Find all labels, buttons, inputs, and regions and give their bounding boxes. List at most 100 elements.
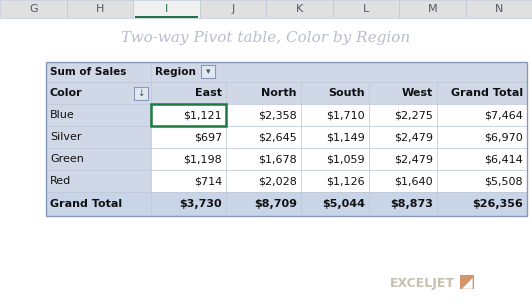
Text: $2,479: $2,479 [394, 132, 433, 142]
Bar [201, 65, 215, 78]
Bar [133, 0, 200, 18]
Bar [369, 82, 437, 104]
Text: South: South [328, 88, 365, 98]
Text: $5,508: $5,508 [484, 176, 523, 186]
Bar [226, 82, 301, 104]
Bar [226, 170, 301, 192]
Bar [46, 192, 151, 216]
Bar [226, 192, 301, 216]
Bar [151, 192, 226, 216]
Text: Silver: Silver [50, 132, 81, 142]
Text: $1,126: $1,126 [326, 176, 365, 186]
Bar [437, 82, 527, 104]
Bar [200, 0, 266, 18]
Text: $2,028: $2,028 [258, 176, 297, 186]
Text: $3,730: $3,730 [179, 199, 222, 209]
Bar [46, 104, 151, 126]
Text: $6,970: $6,970 [484, 132, 523, 142]
Text: $2,358: $2,358 [258, 110, 297, 120]
Bar [466, 0, 532, 18]
Text: ▾: ▾ [206, 67, 210, 76]
Bar [369, 104, 437, 126]
Text: Region: Region [155, 67, 196, 77]
Bar [134, 87, 148, 99]
Bar [46, 126, 151, 148]
Text: Grand Total: Grand Total [50, 199, 122, 209]
Text: EXCELJET: EXCELJET [390, 278, 455, 290]
Bar [46, 62, 527, 216]
Text: H: H [96, 4, 104, 14]
Bar [46, 82, 151, 104]
Text: $1,121: $1,121 [184, 110, 222, 120]
Text: Sum of Sales: Sum of Sales [50, 67, 127, 77]
Text: ◢: ◢ [462, 275, 472, 289]
Text: $1,198: $1,198 [183, 154, 222, 164]
Text: $697: $697 [194, 132, 222, 142]
Bar [437, 192, 527, 216]
Bar [151, 170, 226, 192]
Text: Blue: Blue [50, 110, 75, 120]
Bar [46, 170, 151, 192]
Text: $8,873: $8,873 [390, 199, 433, 209]
Text: $6,414: $6,414 [484, 154, 523, 164]
Text: $8,709: $8,709 [254, 199, 297, 209]
Bar [437, 104, 527, 126]
Text: Color: Color [50, 88, 82, 98]
Bar [226, 104, 301, 126]
Text: $7,464: $7,464 [484, 110, 523, 120]
Bar [151, 104, 226, 126]
Text: East: East [195, 88, 222, 98]
Text: J: J [231, 4, 235, 14]
Bar [226, 148, 301, 170]
Bar [369, 192, 437, 216]
Bar [46, 148, 151, 170]
Bar [135, 15, 197, 18]
Bar [437, 170, 527, 192]
Bar [301, 82, 369, 104]
Bar [369, 148, 437, 170]
Text: $1,059: $1,059 [326, 154, 365, 164]
Text: West: West [402, 88, 433, 98]
Text: $5,044: $5,044 [322, 199, 365, 209]
Text: I: I [164, 4, 168, 14]
Text: $1,710: $1,710 [326, 110, 365, 120]
Text: $26,356: $26,356 [472, 199, 523, 209]
Bar [301, 148, 369, 170]
Bar [301, 104, 369, 126]
Text: North: North [262, 88, 297, 98]
Bar [151, 82, 226, 104]
Text: $2,645: $2,645 [258, 132, 297, 142]
Bar [66, 0, 133, 18]
Bar [332, 0, 399, 18]
Bar [151, 126, 226, 148]
Bar [151, 148, 226, 170]
Text: $1,149: $1,149 [326, 132, 365, 142]
Text: $2,275: $2,275 [394, 110, 433, 120]
Bar [369, 126, 437, 148]
Bar [301, 192, 369, 216]
Text: G: G [29, 4, 38, 14]
Bar [266, 0, 332, 18]
Bar [301, 170, 369, 192]
Bar [437, 148, 527, 170]
Bar [151, 104, 226, 126]
Text: N: N [495, 4, 503, 14]
Text: K: K [296, 4, 303, 14]
Text: $2,479: $2,479 [394, 154, 433, 164]
Bar [226, 126, 301, 148]
Bar [369, 170, 437, 192]
Bar [46, 62, 151, 82]
Text: $1,678: $1,678 [258, 154, 297, 164]
Bar [46, 62, 527, 82]
Text: Two-way Pivot table, Color by Region: Two-way Pivot table, Color by Region [121, 31, 411, 45]
Bar [399, 0, 466, 18]
Bar [460, 275, 474, 289]
Bar [437, 126, 527, 148]
Text: $714: $714 [194, 176, 222, 186]
Bar [301, 126, 369, 148]
Bar [0, 0, 66, 18]
Text: ↓: ↓ [137, 88, 145, 98]
Text: L: L [363, 4, 369, 14]
Text: Red: Red [50, 176, 71, 186]
Text: Grand Total: Grand Total [451, 88, 523, 98]
